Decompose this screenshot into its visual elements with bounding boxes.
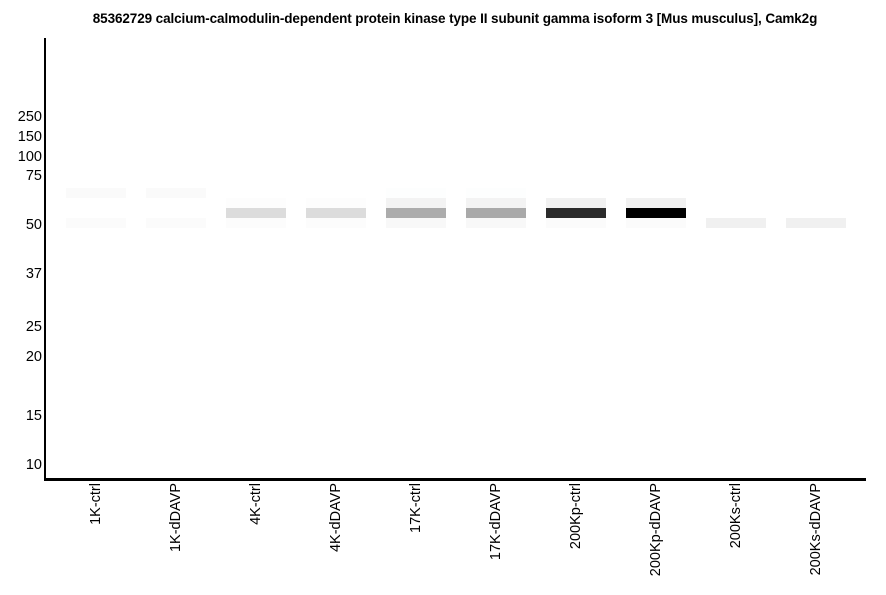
y-tick-label: 75 <box>25 168 42 184</box>
protein-band <box>226 208 286 218</box>
x-tick-label-text: 200Kp-ctrl <box>568 483 584 550</box>
protein-band <box>226 218 286 228</box>
protein-band <box>466 198 526 208</box>
x-tick-label-text: 17K-ctrl <box>408 483 424 533</box>
x-tick-label-text: 200Ks-ctrl <box>728 483 744 549</box>
y-tick-label: 150 <box>17 129 42 145</box>
y-tick-label: 250 <box>17 109 42 125</box>
protein-band <box>786 218 846 228</box>
protein-band <box>626 208 686 218</box>
protein-band <box>306 218 366 228</box>
y-tick-label: 25 <box>25 319 42 335</box>
protein-band <box>66 188 126 198</box>
y-axis-line <box>44 38 46 481</box>
protein-band <box>306 208 366 218</box>
protein-band <box>546 198 606 208</box>
x-tick-label-text: 4K-dDAVP <box>328 483 344 553</box>
y-tick-label: 37 <box>25 266 42 282</box>
protein-band <box>466 188 526 198</box>
protein-band <box>146 218 206 228</box>
protein-band <box>626 198 686 208</box>
x-tick-label-text: 1K-dDAVP <box>168 483 184 553</box>
protein-band <box>706 218 766 228</box>
x-tick-label-text: 1K-ctrl <box>88 483 104 525</box>
protein-band <box>386 198 446 208</box>
protein-band <box>546 218 606 228</box>
protein-band <box>386 188 446 198</box>
protein-band <box>386 208 446 218</box>
protein-band <box>386 218 446 228</box>
protein-band <box>146 188 206 198</box>
y-tick-label: 10 <box>25 457 42 473</box>
x-tick-label-text: 200Ks-dDAVP <box>808 483 824 576</box>
protein-band <box>466 208 526 218</box>
x-axis-line <box>44 478 866 481</box>
x-tick-label-text: 200Kp-dDAVP <box>648 483 664 577</box>
protein-band <box>546 208 606 218</box>
x-tick-label-text: 17K-dDAVP <box>488 483 504 561</box>
y-tick-label: 15 <box>25 408 42 424</box>
y-tick-label: 100 <box>17 149 42 165</box>
y-tick-label: 20 <box>25 349 42 365</box>
protein-band <box>306 198 366 208</box>
x-tick-label-text: 4K-ctrl <box>248 483 264 525</box>
protein-band <box>226 198 286 208</box>
protein-band <box>66 218 126 228</box>
protein-band <box>626 218 686 228</box>
y-tick-label: 50 <box>25 217 42 233</box>
protein-band <box>466 218 526 228</box>
chart-title: 85362729 calcium-calmodulin-dependent pr… <box>92 11 818 26</box>
